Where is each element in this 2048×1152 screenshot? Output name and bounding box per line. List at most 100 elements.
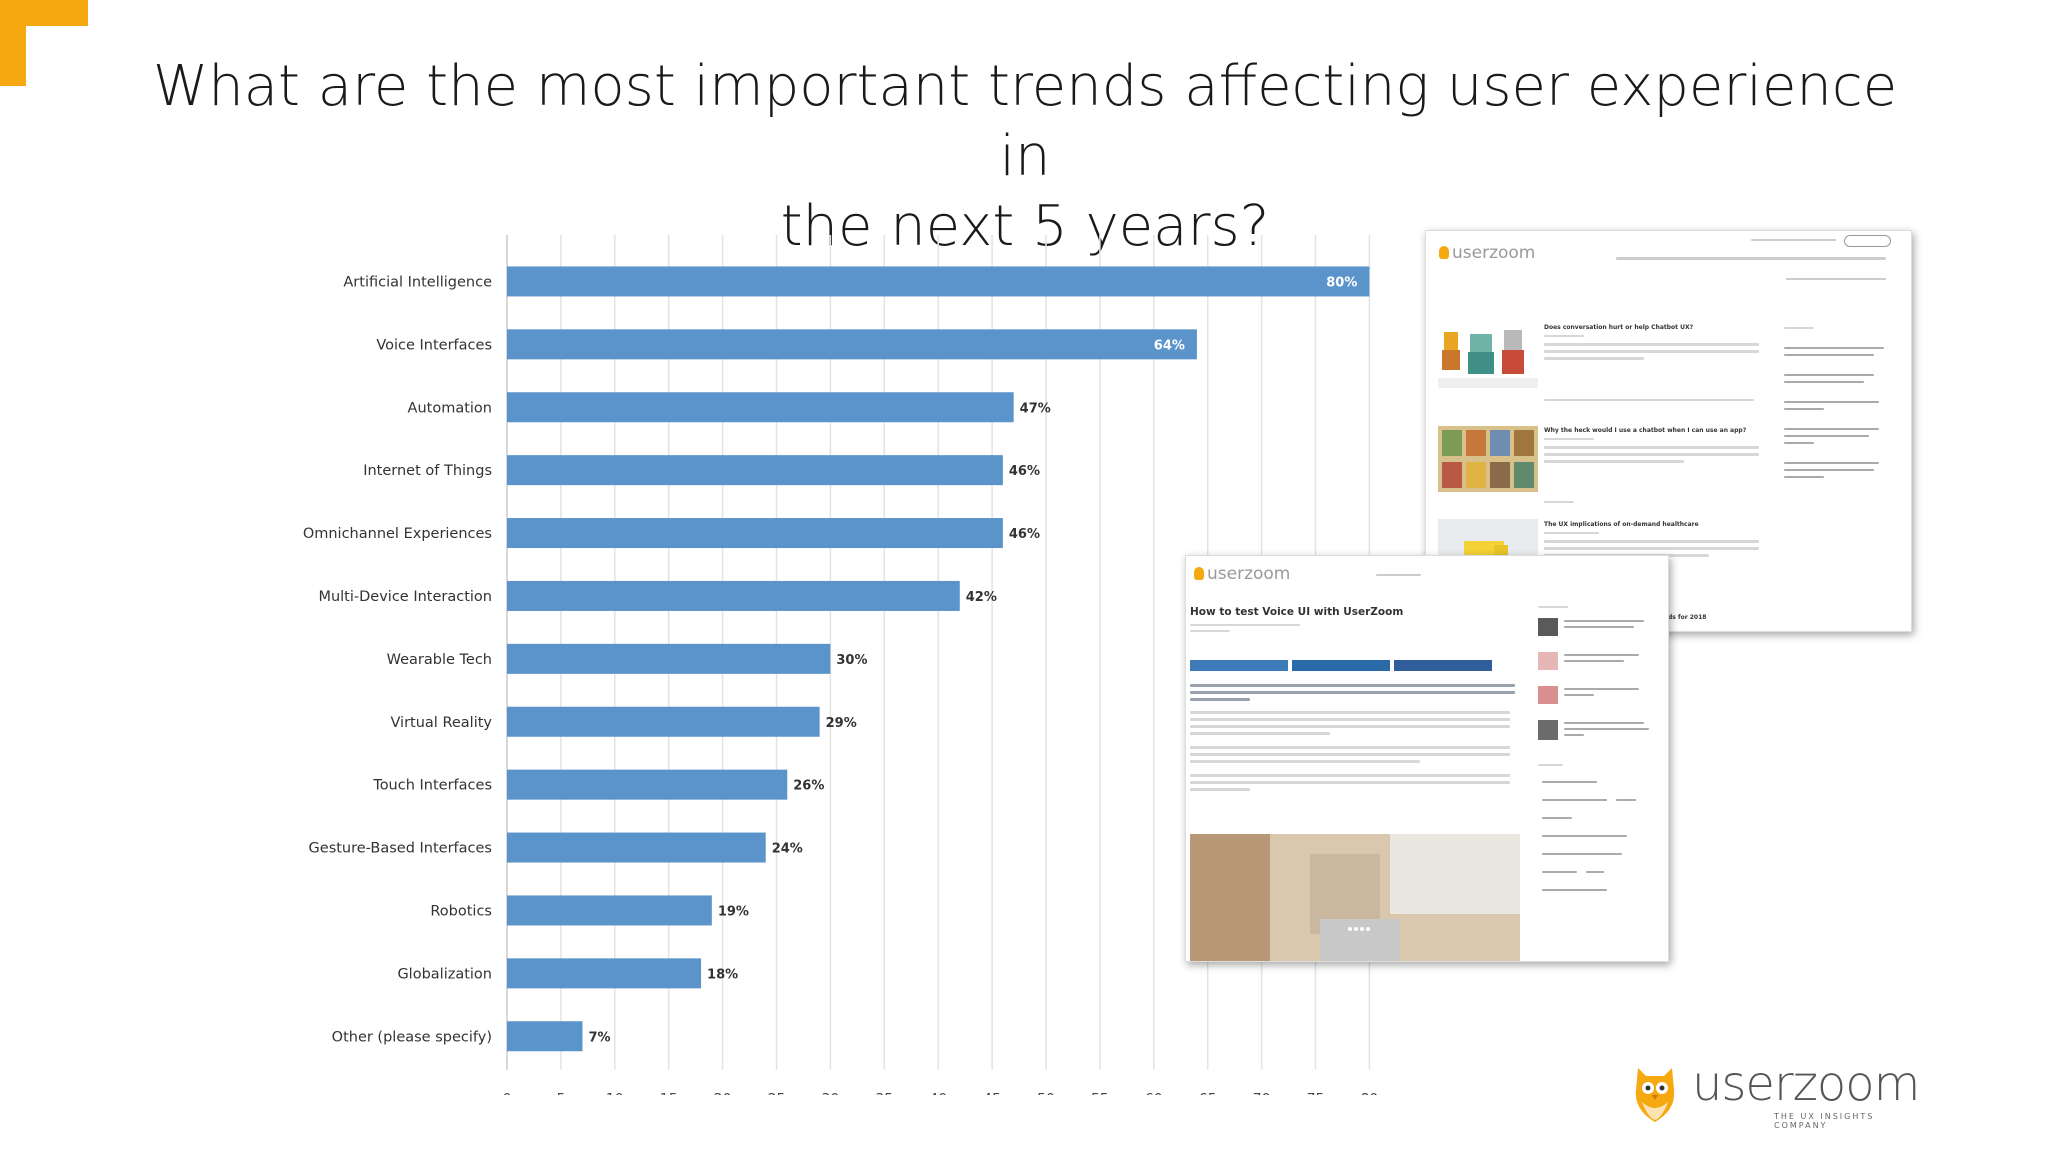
- sidebar-recent-post: [1784, 381, 1864, 383]
- article-screenshot-card: userzoom How to test Voice UI with UserZ…: [1185, 555, 1669, 962]
- x-tick-label: 45: [983, 1092, 1001, 1095]
- recent-post-thumb: [1538, 652, 1558, 670]
- x-tick-label: 25: [768, 1092, 786, 1095]
- post-title: Why the heck would I use a chatbot when …: [1544, 427, 1747, 434]
- categories-heading: [1538, 764, 1563, 766]
- data-label: 46%: [1009, 527, 1040, 542]
- bar: [507, 895, 712, 926]
- cards-thumbnail: [1438, 426, 1538, 492]
- recent-post-thumb: [1538, 618, 1558, 636]
- recent-post-title: [1564, 654, 1639, 656]
- post-excerpt-line: [1544, 460, 1684, 463]
- x-tick-label: 40: [929, 1092, 947, 1095]
- post-excerpt-line: [1544, 453, 1759, 456]
- owl-icon: [1439, 246, 1449, 259]
- sidebar-recent-post: [1784, 462, 1879, 464]
- slide-title-line-1: What are the most important trends affec…: [152, 54, 1898, 189]
- x-tick-label: 75: [1307, 1092, 1325, 1095]
- share-twitter-button[interactable]: [1190, 660, 1288, 671]
- article-lead-line: [1190, 698, 1250, 701]
- bar: [507, 1021, 583, 1052]
- sidebar-heading: [1538, 606, 1568, 608]
- bar: [507, 769, 788, 800]
- bar: [507, 455, 1003, 486]
- post-tags: [1544, 501, 1574, 503]
- article-body-line: [1190, 781, 1510, 784]
- x-tick-label: 60: [1145, 1092, 1163, 1095]
- category-label: Robotics: [430, 903, 492, 919]
- card-logo: userzoom: [1439, 243, 1535, 263]
- article-body-line: [1190, 753, 1510, 756]
- userzoom-logo: userzoom THE UX INSIGHTS COMPANY: [1632, 1056, 1932, 1130]
- bars: [507, 266, 1370, 1052]
- sidebar-recent-post: [1784, 442, 1814, 444]
- category-tag: [1542, 817, 1572, 819]
- article-byline: [1190, 624, 1300, 626]
- category-label: Internet of Things: [363, 463, 492, 479]
- recent-post-title: [1564, 626, 1634, 628]
- post-excerpt-line: [1544, 350, 1759, 353]
- card-logo: userzoom: [1194, 564, 1290, 584]
- category-label: Wearable Tech: [387, 652, 492, 668]
- card-main-nav: [1616, 257, 1886, 260]
- category-label: Voice Interfaces: [376, 337, 492, 353]
- category-label: Artificial Intelligence: [343, 274, 492, 290]
- article-body-line: [1190, 788, 1250, 791]
- post-meta: [1544, 335, 1584, 337]
- post-meta: [1544, 532, 1599, 534]
- category-tag: [1542, 889, 1607, 891]
- article-lead-line: [1190, 691, 1515, 694]
- slide-title-line-2: the next 5 years?: [780, 194, 1270, 259]
- sidebar-recent-post: [1784, 469, 1874, 471]
- post-excerpt-line: [1544, 540, 1759, 543]
- share-linkedin-button[interactable]: [1292, 660, 1390, 671]
- sidebar-recent-post: [1784, 401, 1879, 403]
- recent-post-title: [1564, 620, 1644, 622]
- data-label: 7%: [588, 1030, 610, 1045]
- robots-thumbnail: [1438, 326, 1538, 388]
- x-tick-label: 65: [1199, 1092, 1217, 1095]
- category-label: Touch Interfaces: [372, 778, 492, 794]
- card-top-nav: [1751, 239, 1836, 241]
- x-tick-label: 10: [606, 1092, 624, 1095]
- x-tick-label: 20: [714, 1092, 732, 1095]
- data-label: 42%: [966, 590, 997, 605]
- x-tick-label: 35: [875, 1092, 893, 1095]
- bar: [507, 958, 702, 989]
- post-title: Does conversation hurt or help Chatbot U…: [1544, 324, 1694, 331]
- article-body-line: [1190, 711, 1510, 714]
- card-cta-pill: [1844, 235, 1891, 247]
- recent-post-title: [1564, 660, 1624, 662]
- sidebar-recent-post: [1784, 354, 1874, 356]
- smart-speaker-photo: [1190, 834, 1520, 961]
- data-label: 19%: [718, 904, 749, 919]
- data-label: 30%: [836, 653, 867, 668]
- article-body-line: [1190, 774, 1510, 777]
- post-title: The UX implications of on-demand healthc…: [1544, 521, 1699, 528]
- sidebar-recent-post: [1784, 408, 1824, 410]
- sidebar-recent-post: [1784, 428, 1879, 430]
- bar: [507, 329, 1197, 360]
- recent-post-thumb: [1538, 686, 1558, 704]
- bar: [507, 706, 820, 737]
- x-tick-label: 0: [503, 1092, 512, 1095]
- post-excerpt-line: [1544, 446, 1759, 449]
- category-tag: [1542, 799, 1607, 801]
- article-date: [1190, 630, 1230, 632]
- category-label: Globalization: [397, 966, 492, 982]
- bar: [507, 832, 766, 863]
- x-tick-label: 50: [1037, 1092, 1055, 1095]
- recent-post-title: [1564, 728, 1649, 730]
- bar: [507, 643, 831, 674]
- data-label: 47%: [1020, 401, 1051, 416]
- category-tag: [1616, 799, 1636, 801]
- category-tag: [1542, 781, 1597, 783]
- brand-wordmark: userzoom: [1692, 1056, 1920, 1112]
- share-facebook-button[interactable]: [1394, 660, 1492, 671]
- category-label: Multi-Device Interaction: [318, 589, 492, 605]
- category-label: Virtual Reality: [390, 715, 492, 731]
- category-tag: [1586, 871, 1604, 873]
- x-tick-label: 80: [1360, 1092, 1378, 1095]
- category-label: Gesture-Based Interfaces: [309, 841, 492, 857]
- post-excerpt-line: [1544, 547, 1759, 550]
